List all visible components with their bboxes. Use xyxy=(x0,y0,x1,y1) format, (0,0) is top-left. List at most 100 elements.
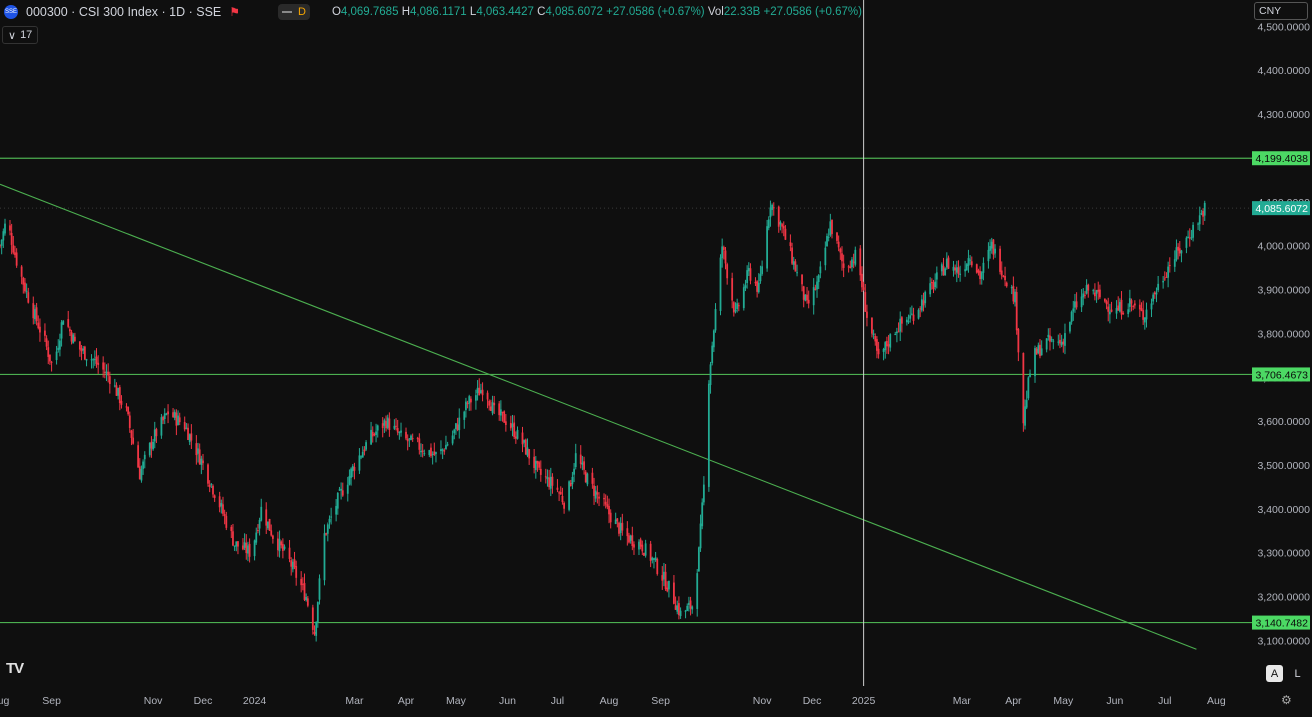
candle xyxy=(992,239,995,255)
candle xyxy=(731,278,734,301)
candle xyxy=(952,266,955,271)
candle xyxy=(173,411,176,418)
candle xyxy=(303,583,306,600)
candle xyxy=(0,245,1,247)
candle xyxy=(1197,223,1199,225)
candle xyxy=(288,547,291,559)
candle xyxy=(1167,266,1170,278)
candle xyxy=(549,476,552,489)
high-value: 4,086.1171 xyxy=(410,6,467,18)
candle xyxy=(905,319,908,323)
candle xyxy=(639,539,642,547)
candle xyxy=(829,221,832,236)
gear-icon[interactable]: ⚙ xyxy=(1281,693,1292,707)
candle xyxy=(313,631,316,635)
candle xyxy=(183,422,186,430)
candle xyxy=(1163,278,1166,280)
x-tick-label: May xyxy=(446,695,467,707)
log-scale-button[interactable]: L xyxy=(1294,667,1301,680)
candle xyxy=(361,451,364,458)
candle xyxy=(571,476,574,485)
candle xyxy=(35,307,38,322)
candle xyxy=(210,483,213,485)
candle xyxy=(656,559,659,574)
candle xyxy=(633,544,635,548)
candle xyxy=(841,253,843,262)
y-tick-label: 4,300.0000 xyxy=(1257,109,1310,121)
currency-selector[interactable]: CNY xyxy=(1254,2,1308,20)
indicator-count: 17 xyxy=(20,29,33,41)
candle xyxy=(1084,294,1086,296)
candle xyxy=(1115,308,1118,314)
candle xyxy=(14,252,16,256)
candle xyxy=(237,541,239,547)
candle xyxy=(874,335,877,342)
candle xyxy=(213,495,216,498)
candle xyxy=(987,249,990,262)
x-tick-label: Jul xyxy=(551,695,564,707)
indicator-toggle[interactable]: ∨ 17 xyxy=(2,26,39,44)
candle xyxy=(1034,348,1036,377)
symbol-title[interactable]: 000300 · CSI 300 Index · 1D · SSE xyxy=(26,5,222,19)
candle xyxy=(1025,400,1028,408)
candle xyxy=(341,490,344,496)
candle xyxy=(230,526,233,532)
candle xyxy=(346,484,349,494)
candle xyxy=(12,245,15,253)
candle xyxy=(528,449,531,459)
candle xyxy=(664,571,667,590)
minus-icon xyxy=(282,11,293,13)
x-tick-label: Aug xyxy=(1207,695,1226,707)
candle xyxy=(68,329,71,332)
candle xyxy=(410,435,412,441)
candle xyxy=(418,438,421,450)
candle xyxy=(385,421,387,429)
x-tick-label: Jun xyxy=(499,695,516,707)
flag-icon[interactable]: ⚑ xyxy=(229,5,241,19)
candle xyxy=(661,575,664,581)
candle xyxy=(363,449,366,452)
candle xyxy=(969,259,972,261)
candle xyxy=(551,476,554,486)
candle xyxy=(842,263,845,268)
candle xyxy=(358,455,361,471)
candle xyxy=(195,443,198,456)
y-tick-label: 3,300.0000 xyxy=(1257,548,1310,560)
candle xyxy=(794,261,797,272)
candle xyxy=(1198,215,1201,225)
candle xyxy=(536,460,539,464)
candle xyxy=(781,224,783,227)
candle xyxy=(581,462,584,465)
candle xyxy=(163,413,166,420)
candle xyxy=(408,438,411,440)
candle xyxy=(1027,377,1030,399)
candle xyxy=(301,583,304,585)
candle xyxy=(804,294,807,301)
candle xyxy=(326,524,329,534)
candle xyxy=(791,247,793,264)
candle xyxy=(1138,304,1141,310)
candle xyxy=(970,261,973,266)
candle xyxy=(15,252,18,266)
candle xyxy=(60,322,63,339)
candle xyxy=(0,239,3,246)
candle xyxy=(481,389,484,396)
auto-scale-button[interactable]: A xyxy=(1266,665,1283,682)
candle xyxy=(268,518,271,531)
candle xyxy=(1037,345,1040,353)
candle xyxy=(697,547,700,572)
candle xyxy=(726,264,729,279)
candle xyxy=(328,518,331,523)
candle xyxy=(102,362,105,370)
candle xyxy=(979,271,981,280)
candle xyxy=(245,542,248,554)
candle xyxy=(621,522,624,531)
candle xyxy=(548,477,551,488)
candle xyxy=(934,281,937,288)
candle xyxy=(493,402,496,406)
candle xyxy=(806,294,808,301)
interval-pill[interactable]: D xyxy=(278,4,310,20)
candle xyxy=(591,472,594,484)
